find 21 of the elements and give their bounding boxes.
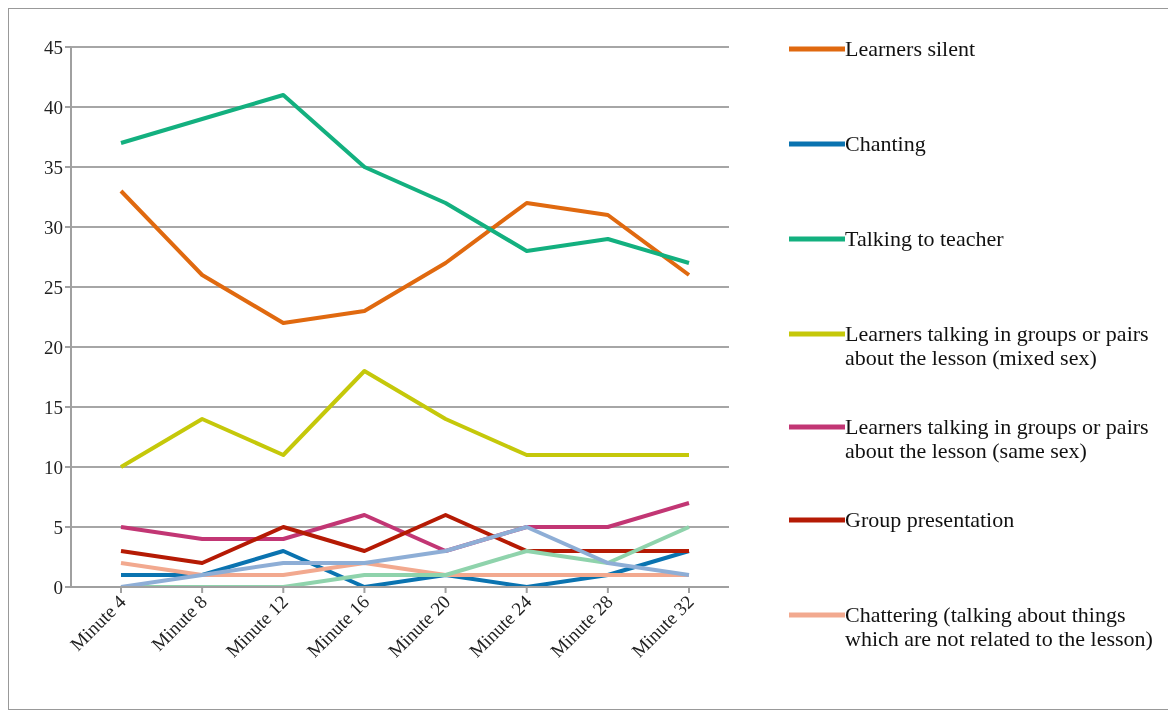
line-series	[119, 513, 691, 565]
y-tick-label: 5	[53, 516, 63, 538]
line-series	[119, 93, 691, 265]
y-tick-label: 20	[44, 336, 63, 358]
y-tick-label: 30	[44, 216, 63, 238]
legend-label: Talking to teacher	[845, 226, 1005, 252]
legend-label: Group presentation	[845, 507, 1016, 533]
legend-label: Learners talking in groups or pairs about the lesson (mixed sex)	[845, 321, 1150, 371]
y-tick-label: 0	[53, 576, 63, 598]
y-tick-label: 45	[44, 36, 63, 58]
y-tick-label: 35	[44, 156, 63, 178]
y-tick-label: 25	[44, 276, 63, 298]
legend-label: Chanting	[845, 131, 927, 157]
legend-label: Learners talking in groups or pairs about the lesson (same sex)	[845, 414, 1150, 464]
y-tick-label: 40	[44, 96, 63, 118]
legend-label: Learners silent	[845, 36, 977, 61]
legend-label: Chattering (talking about things which are not related to the lesson)	[845, 602, 1154, 652]
line-series	[119, 369, 691, 469]
line-series	[119, 189, 691, 325]
y-tick-label: 10	[44, 456, 63, 478]
y-tick-label: 15	[44, 396, 63, 418]
